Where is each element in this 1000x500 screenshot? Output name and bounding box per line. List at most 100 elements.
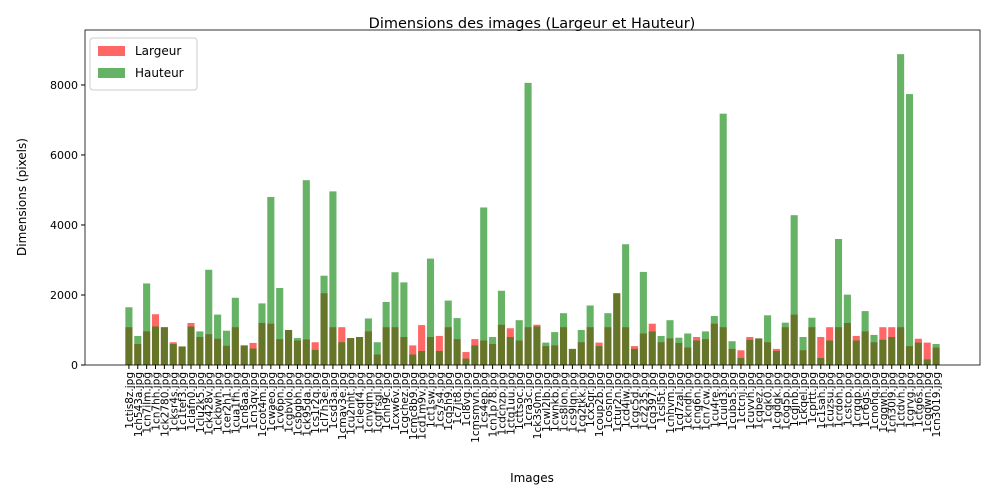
chart-title: Dimensions des images (Largeur et Hauteu… [369, 16, 696, 32]
x-tick-label: 1cnh9c.jpg [381, 372, 393, 430]
x-tick-label: 1cs4ep.jpg [479, 372, 491, 429]
x-tick-label: 1c7jt8.jpg [452, 372, 464, 424]
bar [293, 338, 301, 365]
bar [462, 358, 470, 365]
x-tick-label: 1ckndh.jpg [683, 372, 695, 430]
bar [462, 352, 470, 365]
x-tick-label: 1cn7cw.jpg [700, 372, 712, 431]
bar [276, 287, 284, 365]
bar [764, 315, 772, 365]
x-tick-label: 1cl8vg.jpg [461, 372, 473, 427]
x-tick-label: 1cgqwn.jpg [922, 372, 934, 433]
bar [923, 359, 931, 365]
x-tick-label: 1cmav3e.jpg [337, 372, 349, 440]
x-tick-label: 1cn3qv.jpg [248, 372, 260, 429]
bar [400, 282, 408, 365]
legend-swatch [98, 46, 125, 56]
bar [364, 318, 372, 365]
bar [533, 326, 541, 365]
x-tick-label: 1cs8lon.jpg [559, 372, 571, 432]
bar [231, 297, 239, 365]
x-tick-label: 1cv6pn.jpg [275, 372, 287, 430]
x-tick-label: 1cn7hh.jpg [151, 372, 163, 431]
bar [187, 326, 195, 365]
bar [755, 338, 763, 365]
bar [338, 342, 346, 365]
bar [506, 336, 514, 365]
x-tick-label: 1csd3a.jpg [328, 372, 340, 429]
bar [320, 275, 328, 365]
x-tick-label: 1cprtt.jpg [807, 372, 819, 423]
x-tick-label: 1ctg6s.jpg [913, 372, 925, 427]
x-tick-label: 1cnohq.jpg [869, 372, 881, 430]
x-tick-label: 1cmc8b9.jpg [408, 372, 420, 440]
x-tick-label: 1ck3s0m.jpg [532, 372, 544, 439]
bar [595, 346, 603, 365]
bar [799, 336, 807, 365]
bar [914, 342, 922, 365]
x-tick-label: 1ccot4m.jpg [257, 372, 269, 437]
x-tick-label: 1cdcnzp.jpg [496, 372, 508, 435]
bar [169, 343, 177, 365]
x-tick-label: 1cuzsu.jpg [825, 372, 837, 428]
bar [639, 271, 647, 365]
bar [267, 196, 275, 365]
x-tick-label: 1cgbvlo.jpg [284, 372, 296, 433]
bar [444, 300, 452, 365]
x-tick-label: 1cn1p78.jpg [488, 372, 500, 437]
x-tick-label: 1cqbez.jpg [754, 372, 766, 429]
x-tick-label: 1cd4iw.jpg [621, 372, 633, 428]
bar [515, 320, 523, 365]
x-tick-label: 1cgqwh.jpg [878, 372, 890, 433]
x-tick-label: 1cleqf4.jpg [355, 372, 367, 430]
bar [834, 238, 843, 365]
bar [418, 350, 426, 365]
x-tick-label: 1cu2nht.jpg [346, 372, 358, 435]
bar [329, 191, 337, 365]
bar [693, 340, 701, 365]
bar [418, 325, 426, 365]
x-tick-label: 1ck95da.jpg [301, 372, 313, 437]
bar [568, 348, 576, 365]
bar [675, 337, 683, 365]
bar [843, 294, 851, 365]
bar [426, 258, 435, 365]
x-tick-label: 1cgjnb.jpg [789, 372, 801, 427]
x-tick-label: 1cwnkb.jpg [550, 372, 562, 432]
x-tick-label: 1cz235.jpg [638, 372, 650, 430]
x-tick-label: 1cs7s4.jpg [434, 372, 446, 428]
legend: Largeur Hauteur [89, 37, 198, 91]
y-tick-label: 6000 [50, 149, 78, 162]
x-tick-label: 1cs9lqn.jpg [567, 372, 579, 432]
plot-frame [84, 29, 981, 366]
x-tick-label: 1cnq6n.jpg [692, 372, 704, 431]
x-tick-label: 1cgdqk.jpg [771, 372, 783, 430]
x-tick-label: 1crgqp.jpg [851, 372, 863, 428]
x-tick-label: 1cstcp.jpg [842, 372, 854, 426]
bar [249, 348, 257, 365]
x-tick-label: 1c1tef3.jpg [177, 372, 189, 432]
x-tick-label: 1crdoh.jpg [834, 372, 846, 428]
bar [559, 313, 568, 365]
bar [746, 339, 754, 365]
x-tick-label: 1cd1m9v.jpg [417, 372, 429, 440]
bar [817, 336, 825, 365]
bar [586, 305, 594, 365]
bar [808, 317, 816, 365]
bar [347, 338, 355, 365]
bar [613, 293, 621, 365]
x-tick-label: 1cnhvm.jpg [665, 372, 677, 434]
bar [143, 283, 151, 365]
bar [666, 320, 674, 365]
bar [222, 330, 231, 365]
bar [285, 329, 293, 365]
bar [205, 269, 213, 365]
bar [302, 180, 310, 365]
x-tick-label: 1cosnn.jpg [603, 372, 615, 429]
bar [489, 336, 497, 365]
bar [710, 315, 718, 365]
bar [737, 357, 745, 365]
x-tick-label: 1cq5h9.jpg [443, 372, 455, 431]
x-tick-label: 1cxw6v.jpg [390, 372, 402, 431]
x-tick-label: 1cn7ilm.jpg [142, 372, 154, 433]
